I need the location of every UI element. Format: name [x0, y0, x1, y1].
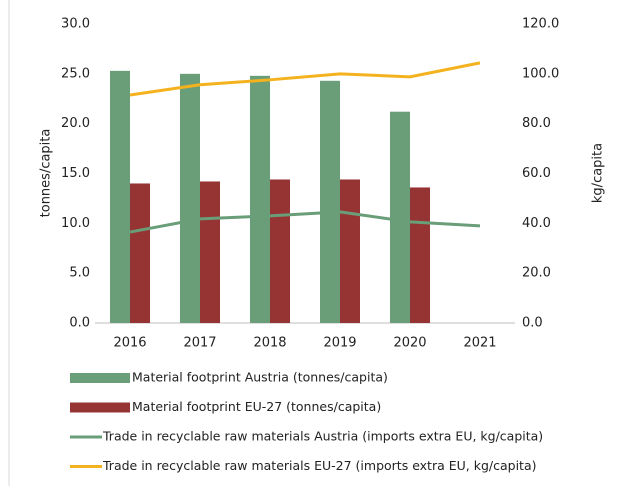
- y2-tick-label: 20.0: [522, 266, 551, 281]
- legend-label: Material footprint EU-27 (tonnes/capita): [132, 399, 381, 414]
- bar: [320, 80, 340, 323]
- y2-tick-label: 120.0: [522, 17, 559, 32]
- y-tick-label: 20.0: [61, 116, 90, 131]
- legend-swatch: [70, 402, 130, 413]
- bar: [130, 183, 150, 323]
- bar: [110, 70, 130, 324]
- y2-tick-label: 80.0: [522, 116, 551, 131]
- x-tick-label: 2016: [113, 336, 146, 351]
- y-tick-label: 10.0: [61, 216, 90, 231]
- y2-axis-title: kg/capita: [591, 143, 606, 203]
- bar: [390, 111, 410, 323]
- x-tick-label: 2019: [323, 336, 356, 351]
- y2-tick-label: 0.0: [522, 316, 543, 331]
- x-tick-label: 2018: [253, 336, 286, 351]
- y-tick-label: 25.0: [61, 66, 90, 81]
- bar: [340, 179, 360, 323]
- bar: [200, 181, 220, 323]
- bar: [250, 75, 270, 324]
- y-tick-label: 15.0: [61, 166, 90, 181]
- bar: [270, 179, 290, 323]
- y2-tick-label: 40.0: [522, 216, 551, 231]
- y-tick-label: 30.0: [61, 17, 90, 32]
- y-axis-title: tonnes/capita: [39, 129, 54, 218]
- legend-swatch: [70, 373, 130, 383]
- bar: [410, 187, 430, 323]
- line: [129, 61, 481, 97]
- legend-label: Trade in recyclable raw materials EU-27 …: [102, 458, 537, 473]
- x-tick-label: 2020: [393, 336, 426, 351]
- line: [129, 210, 481, 234]
- legend-label: Material footprint Austria (tonnes/capit…: [132, 370, 388, 385]
- legend-label: Trade in recyclable raw materials Austri…: [102, 429, 543, 444]
- x-tick-label: 2021: [463, 336, 496, 351]
- y-tick-label: 5.0: [69, 266, 90, 281]
- bar: [180, 73, 200, 323]
- y-tick-label: 0.0: [69, 316, 90, 331]
- y2-tick-label: 60.0: [522, 166, 551, 181]
- x-tick-label: 2017: [183, 336, 216, 351]
- y2-tick-label: 100.0: [522, 66, 559, 81]
